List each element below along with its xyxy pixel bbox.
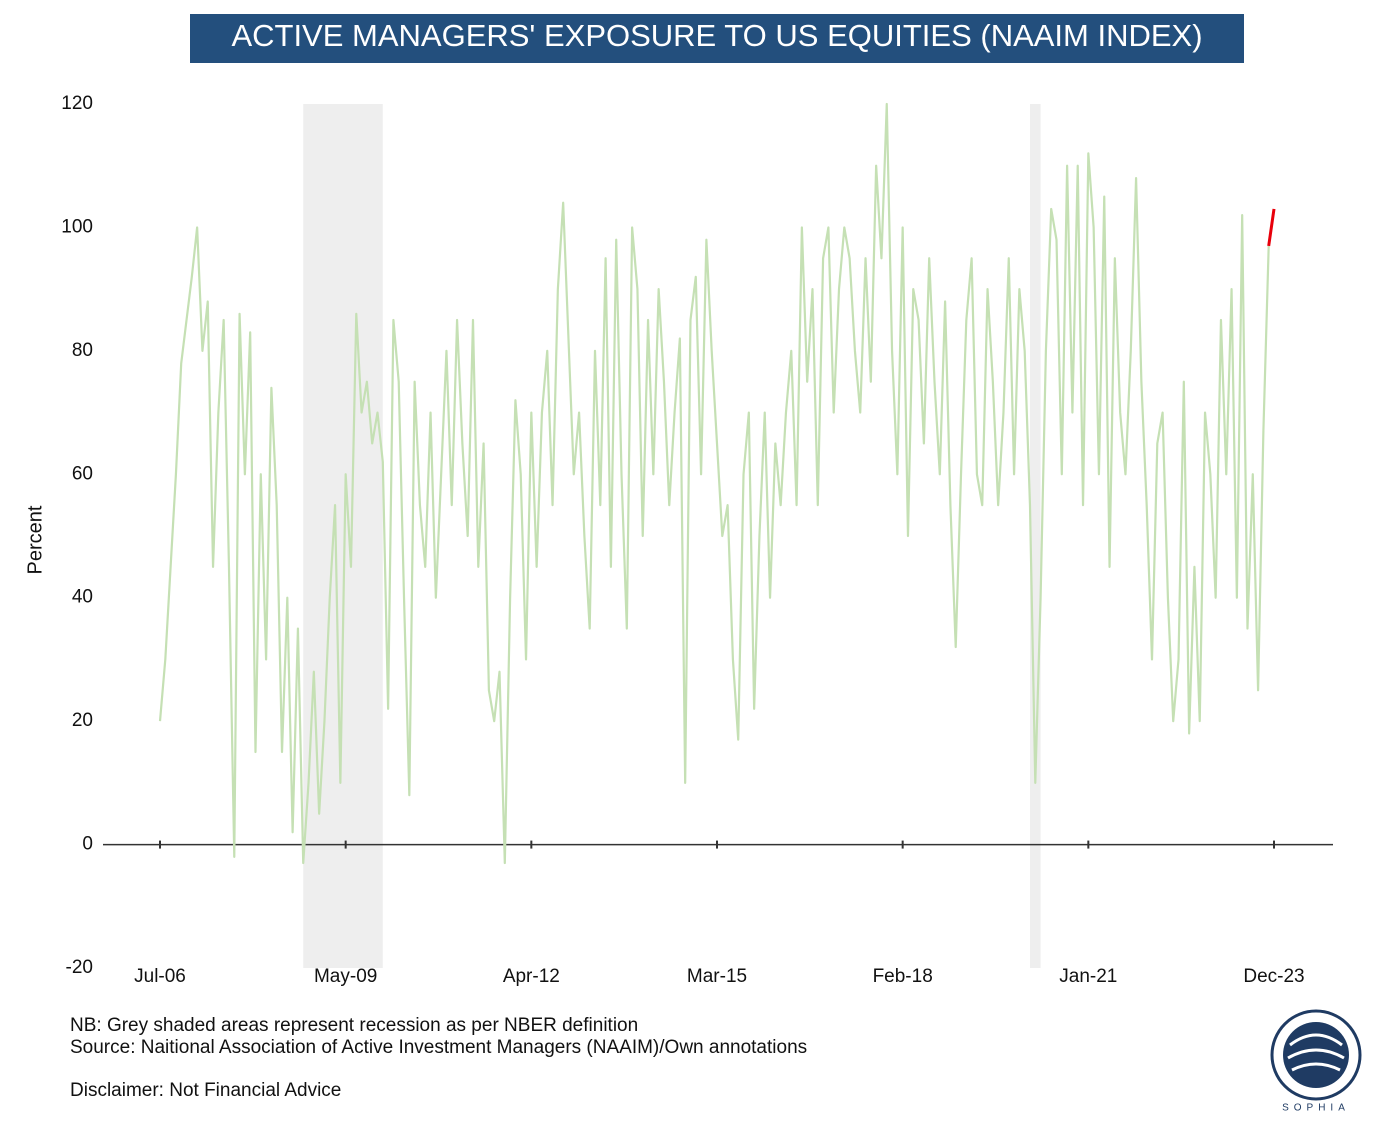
y-tick-label: 40 xyxy=(72,587,93,608)
y-tick-label: 20 xyxy=(72,710,93,731)
x-tick-label: Mar-15 xyxy=(687,966,747,987)
y-tick-label: 0 xyxy=(82,834,93,855)
recession-shade xyxy=(1029,104,1041,968)
logo-hair xyxy=(1287,1033,1345,1072)
x-tick-label: Feb-18 xyxy=(873,966,933,987)
y-tick-label: -20 xyxy=(66,957,93,978)
line-series xyxy=(1267,208,1276,247)
y-axis-label: Percent xyxy=(24,505,46,574)
note: Disclaimer: Not Financial Advice xyxy=(70,1080,341,1101)
x-tick-label: Dec-23 xyxy=(1243,966,1304,987)
x-tick-label: Jan-21 xyxy=(1059,966,1117,987)
x-tick-label: May-09 xyxy=(314,966,377,987)
y-tick-label: 100 xyxy=(61,216,93,237)
logo-ring xyxy=(1270,1009,1362,1101)
y-tick-label: 120 xyxy=(61,93,93,114)
logo-text: SOPHIA xyxy=(1282,1103,1350,1114)
x-tick-label: Apr-12 xyxy=(503,966,560,987)
logo: SOPHIA xyxy=(1270,1009,1362,1114)
recession-shade xyxy=(303,104,383,968)
y-tick-label: 60 xyxy=(72,463,93,484)
line-series xyxy=(158,102,1270,865)
note: Source: Naitional Association of Active … xyxy=(70,1037,807,1058)
y-tick-label: 80 xyxy=(72,340,93,361)
chart-title: ACTIVE MANAGERS' EXPOSURE TO US EQUITIES… xyxy=(231,18,1202,53)
title-box xyxy=(190,14,1244,63)
x-tick-label: Jul-06 xyxy=(134,966,186,987)
note: NB: Grey shaded areas represent recessio… xyxy=(70,1015,638,1036)
